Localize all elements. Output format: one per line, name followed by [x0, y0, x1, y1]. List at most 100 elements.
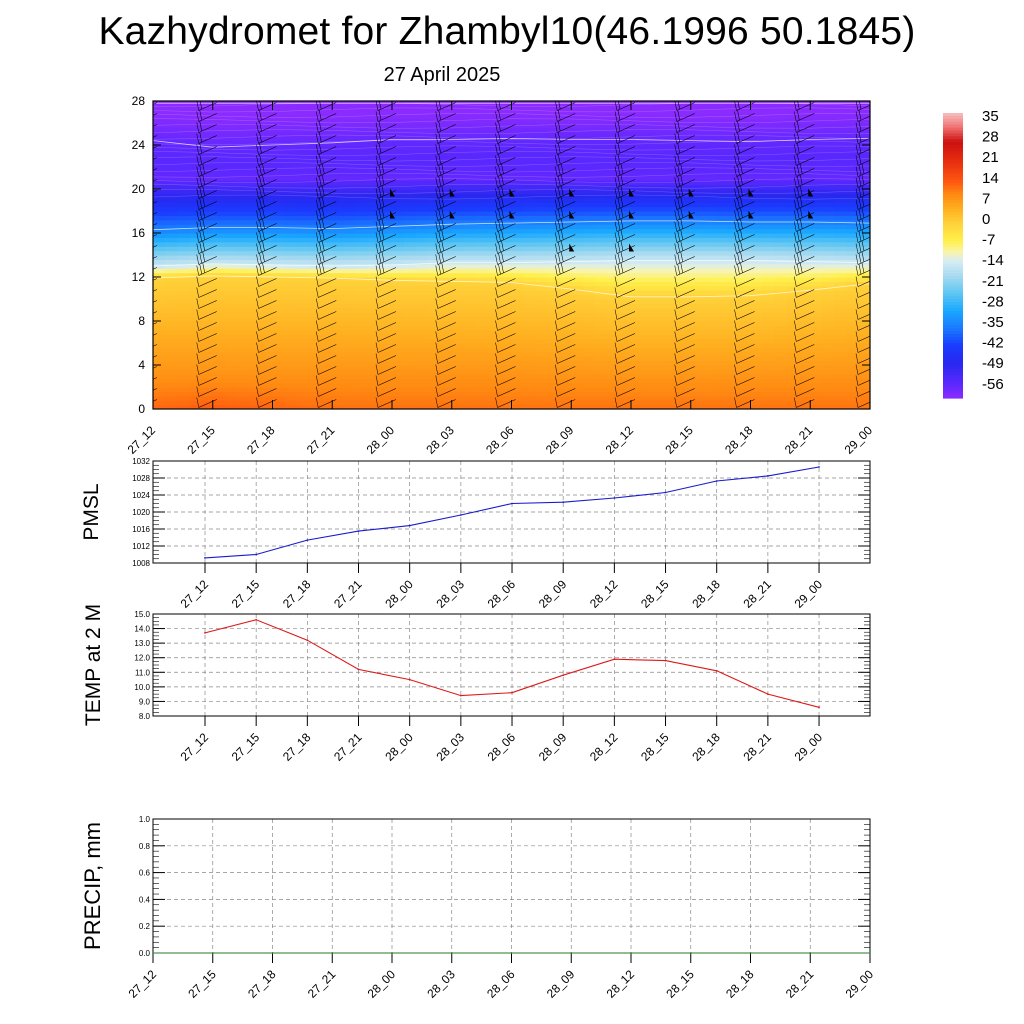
temperature-cell [642, 162, 656, 168]
wind-barb-feather [614, 331, 618, 342]
temperature-cell [499, 197, 513, 203]
temperature-cell [858, 316, 870, 322]
temperature-cell [571, 316, 584, 322]
temperature-cell [392, 277, 405, 282]
wind-barb-feather [674, 353, 678, 364]
temperature-cell [403, 285, 417, 291]
temperature-cell [427, 272, 441, 278]
wind-barb [153, 223, 158, 226]
temperature-cell [260, 171, 274, 177]
temperature-cell [272, 123, 286, 128]
temperature-cell [834, 325, 847, 331]
temperature-cell [164, 101, 178, 106]
temperature-cell [236, 378, 250, 384]
wind-barb-feather [560, 196, 564, 207]
wind-barb [318, 311, 337, 320]
temperature-cell [559, 365, 572, 370]
temperature-cell [583, 131, 596, 137]
temperature-cell [762, 277, 775, 282]
temperature-cell [380, 400, 393, 406]
temperature-cell [798, 365, 811, 370]
temperature-cell [487, 219, 501, 225]
temperature-cell [642, 180, 656, 186]
temperature-cell [619, 277, 632, 282]
temperature-cell [176, 378, 190, 384]
temperature-cell [642, 343, 656, 348]
temperature-cell [642, 105, 656, 111]
temperature-cell [296, 202, 309, 208]
temperature-cell [499, 294, 513, 300]
temperature-cell [822, 272, 835, 278]
temperature-cell [642, 167, 656, 172]
temperature-cell [392, 285, 405, 291]
temperature-cell [356, 162, 369, 168]
temperature-cell [248, 387, 262, 392]
temperature-cell [212, 167, 226, 172]
temperature-cell [607, 162, 620, 168]
temperature-cell [583, 382, 596, 388]
temperature-cell [654, 369, 668, 375]
temperature-cell [714, 334, 728, 340]
temperature-cell [607, 338, 620, 344]
temperature-cell [810, 123, 823, 128]
temperature-cell [834, 184, 847, 190]
temperature-cell [212, 233, 226, 238]
temperature-cell [451, 404, 465, 409]
temperature-cell [619, 171, 632, 177]
temperature-cell [260, 325, 274, 331]
wind-barb-feather [378, 187, 382, 198]
temperature-cell [798, 312, 811, 318]
temperature-cell [822, 211, 835, 216]
temperature-cell [272, 131, 286, 137]
temperature-cell [224, 158, 238, 164]
temperature-cell [666, 127, 680, 133]
temperature-cell [678, 250, 692, 256]
wind-barb-feather [196, 364, 200, 375]
temperature-cell [774, 158, 787, 164]
temperature-cell [356, 272, 369, 278]
temperature-cell [308, 219, 321, 225]
temperature-cell [344, 400, 357, 406]
temperature-cell [224, 237, 238, 243]
temperature-cell [487, 312, 501, 318]
temperature-cell [368, 360, 381, 366]
temperature-cell [690, 272, 704, 278]
wind-barb-feather [381, 251, 385, 262]
wind-barb-feather [256, 232, 259, 243]
temperature-cell [248, 118, 262, 124]
temperature-cell [248, 162, 262, 168]
temperature-cell [810, 400, 823, 406]
temperature-cell [511, 153, 525, 159]
temperature-cell [499, 391, 513, 397]
temperature-cell [511, 131, 525, 137]
temperature-cell [798, 202, 811, 208]
wind-barb-feather [199, 187, 203, 198]
temperature-cell [535, 312, 548, 318]
temperature-cell [619, 241, 632, 247]
temperature-cell [547, 373, 560, 379]
temperature-cell [368, 136, 381, 142]
wind-barb-feather [375, 221, 379, 232]
temperature-cell [642, 246, 656, 252]
wind-barb-feather [259, 220, 262, 231]
temperature-cell [463, 369, 477, 375]
temperature-cell [750, 153, 764, 159]
temperature-cell [702, 158, 716, 164]
temperature-cell [774, 299, 787, 304]
wind-pennant [569, 210, 575, 219]
temperature-cell [774, 224, 787, 230]
temperature-cell [654, 197, 668, 203]
temperature-cell [654, 175, 668, 181]
temperature-cell [212, 378, 226, 384]
temperature-cell [631, 329, 644, 335]
temperature-cell [200, 215, 214, 221]
temperature-cell [415, 307, 429, 313]
temperature-cell [726, 259, 740, 265]
wind-barb-feather [495, 342, 498, 353]
temperature-cell [690, 325, 704, 331]
temperature-cell [798, 175, 811, 181]
temperature-cell [642, 145, 656, 150]
temperature-cell [786, 400, 799, 406]
temperature-cell [188, 369, 202, 375]
wind-barb-feather [498, 231, 501, 242]
